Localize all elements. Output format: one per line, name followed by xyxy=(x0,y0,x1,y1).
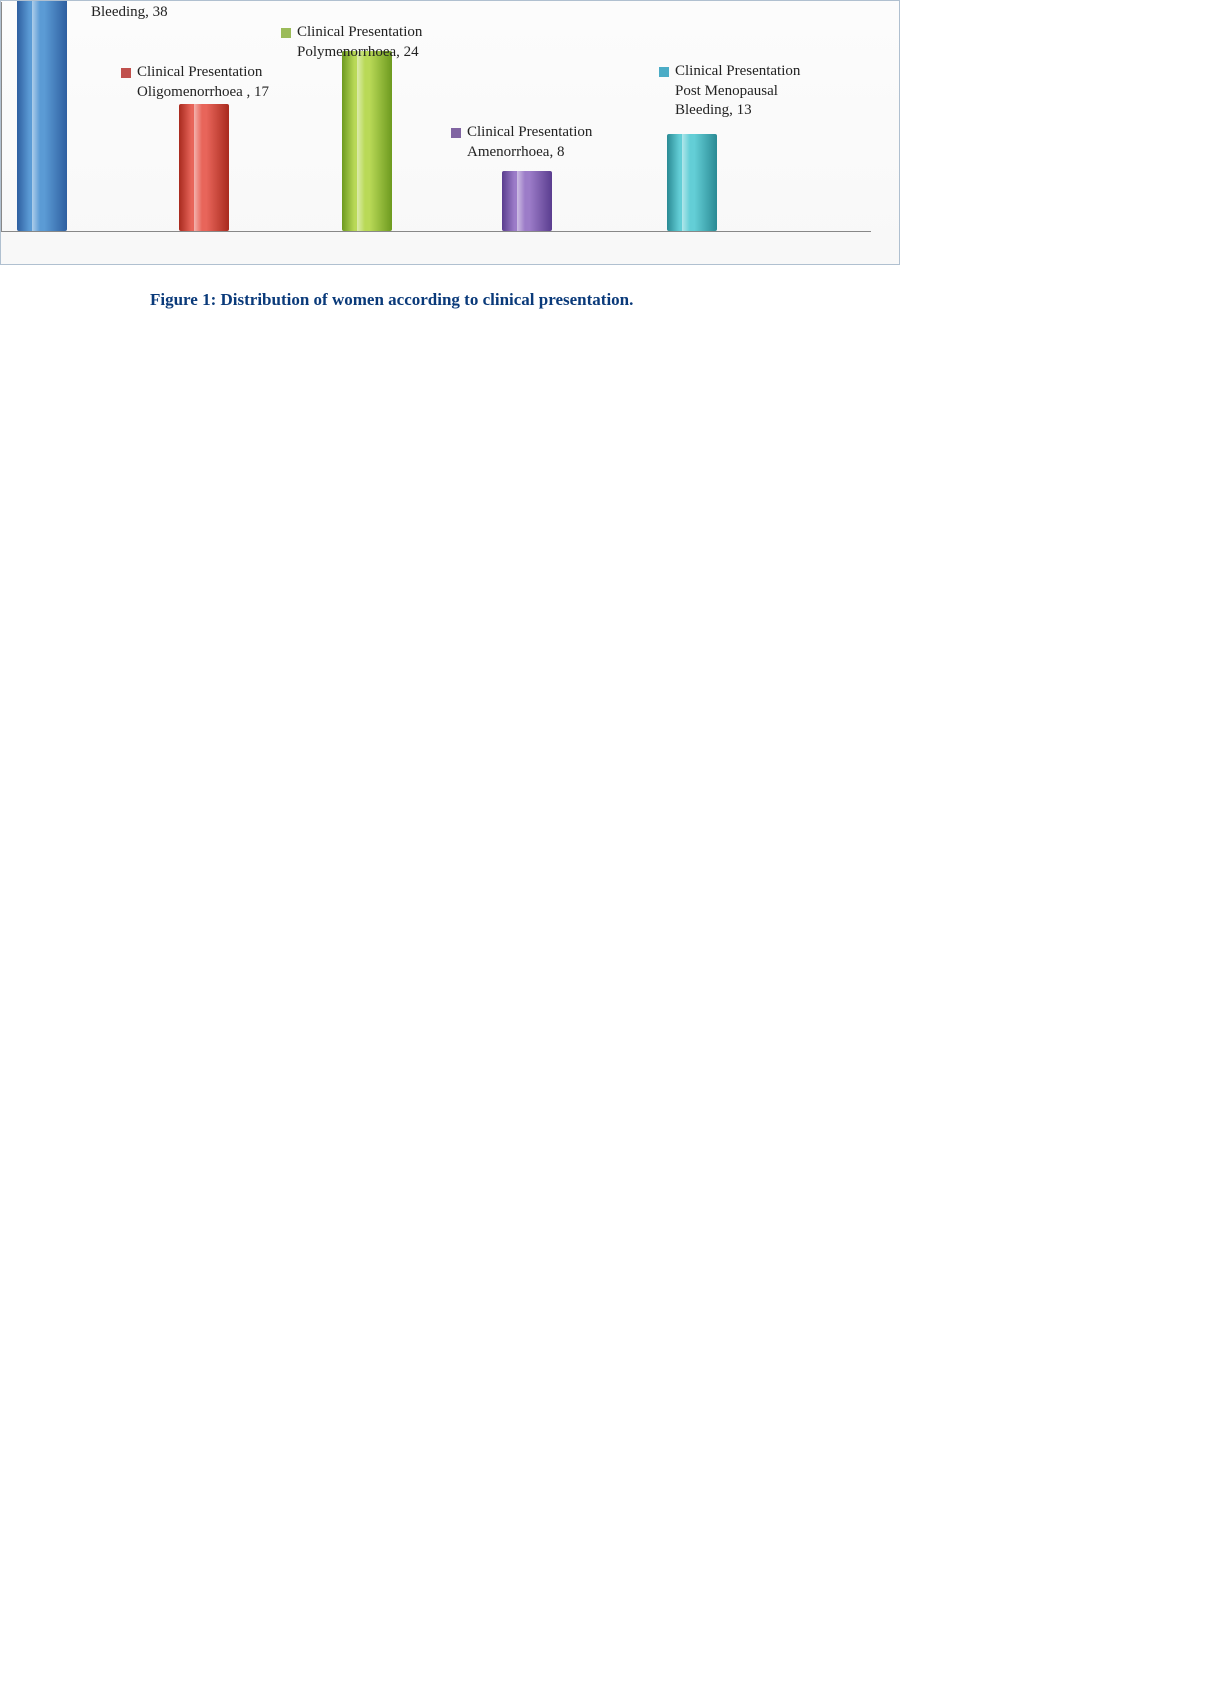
bar-polymenorrhoea xyxy=(342,51,392,231)
bar-bleeding xyxy=(17,0,67,231)
chart-container: Bleeding, 38 Clinical PresentationOligome… xyxy=(0,0,900,265)
bar-label-oligomenorrhoea: Clinical PresentationOligomenorrhoea , 1… xyxy=(121,63,269,102)
bar-group-amenorrhoea xyxy=(502,171,552,231)
bar-label-text-postmenopausal: Clinical PresentationPost MenopausalBlee… xyxy=(675,62,800,121)
bar-label-polymenorrhoea: Clinical PresentationPolymenorrhoea, 24 xyxy=(281,23,422,62)
legend-marker-oligomenorrhoea xyxy=(121,68,131,78)
legend-marker-postmenopausal xyxy=(659,67,669,77)
bar-label-amenorrhoea: Clinical PresentationAmenorrhoea, 8 xyxy=(451,123,592,162)
bar-label-postmenopausal: Clinical PresentationPost MenopausalBlee… xyxy=(659,62,800,121)
bar-group-polymenorrhoea xyxy=(342,51,392,231)
bar-label-text-bleeding: Bleeding, 38 xyxy=(91,3,168,23)
bar-oligomenorrhoea xyxy=(179,104,229,232)
bar-postmenopausal xyxy=(667,134,717,232)
bar-amenorrhoea xyxy=(502,171,552,231)
bar-label-text-polymenorrhoea: Clinical PresentationPolymenorrhoea, 24 xyxy=(297,23,422,62)
bar-group-postmenopausal xyxy=(667,134,717,232)
bar-label-text-oligomenorrhoea: Clinical PresentationOligomenorrhoea , 1… xyxy=(137,63,269,102)
bar-label-bleeding: Bleeding, 38 xyxy=(91,3,168,23)
bar-group-bleeding xyxy=(17,0,67,231)
figure-caption: Figure 1: Distribution of women accordin… xyxy=(150,290,633,310)
legend-marker-amenorrhoea xyxy=(451,128,461,138)
bar-group-oligomenorrhoea xyxy=(179,104,229,232)
bar-label-text-amenorrhoea: Clinical PresentationAmenorrhoea, 8 xyxy=(467,123,592,162)
legend-marker-polymenorrhoea xyxy=(281,28,291,38)
